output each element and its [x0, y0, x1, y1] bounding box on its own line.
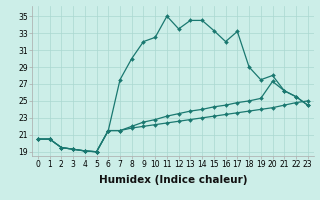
X-axis label: Humidex (Indice chaleur): Humidex (Indice chaleur) — [99, 175, 247, 185]
